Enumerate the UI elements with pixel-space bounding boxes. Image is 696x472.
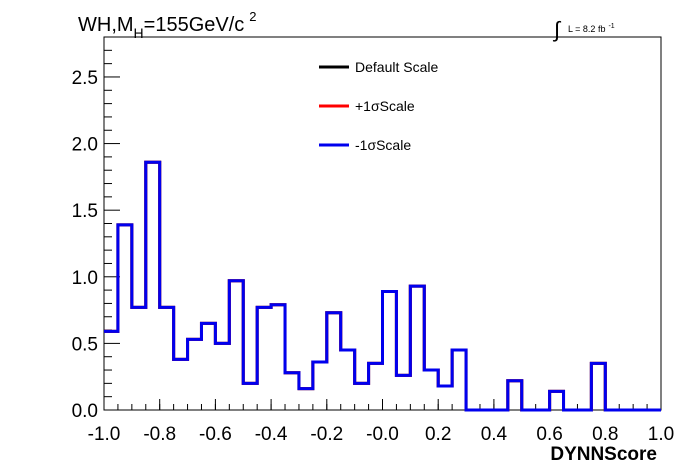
legend-label-minus: -1σScale (355, 137, 411, 153)
luminosity-exponent: -1 (608, 23, 614, 30)
x-tick-label: 0.8 (592, 424, 618, 445)
x-axis-label: DYNNScore (550, 444, 657, 465)
legend-label-default: Default Scale (355, 59, 438, 75)
x-tick-label: 1.0 (648, 424, 674, 445)
integral-symbol: ∫ (552, 17, 562, 42)
legend: Default Scale +1σScale -1σScale (319, 59, 438, 153)
x-tick-label: 0.6 (536, 424, 562, 445)
series-layer (104, 160, 661, 412)
x-tick-label: 0.2 (425, 424, 451, 445)
title-main: =155GeV/c (144, 14, 245, 36)
title-prefix: WH,M (78, 14, 134, 36)
title-subscript: H (134, 25, 144, 41)
title-superscript: 2 (249, 9, 256, 24)
y-tick-label: 1.0 (72, 268, 98, 289)
x-tick-label: -0.6 (199, 424, 232, 445)
y-tick-label: 0.5 (72, 334, 98, 355)
y-tick-label: 0.0 (72, 401, 98, 422)
x-tick-label: -0.0 (366, 424, 399, 445)
axis-ticks: -1.0 -0.8 -0.6 -0.4 -0.2 -0.0 0.2 0.4 0.6 0.8 1.0 0… (72, 49, 674, 445)
x-tick-label: -0.2 (310, 424, 343, 445)
luminosity-label: L = 8.2 fb -1 (568, 23, 615, 34)
series-line-1 (104, 160, 661, 412)
chart-title: WH,MH=155GeV/c 2 (78, 9, 257, 41)
x-tick-label: -0.8 (143, 424, 176, 445)
series-line-2 (104, 160, 661, 412)
y-tick-label: 2.5 (72, 68, 98, 89)
series-line-0 (104, 160, 661, 412)
legend-label-plus: +1σScale (355, 98, 415, 114)
luminosity-text: L = 8.2 fb (568, 24, 605, 34)
x-tick-label: -0.4 (255, 424, 288, 445)
y-tick-label: 1.5 (72, 201, 98, 222)
x-tick-label: -1.0 (88, 424, 121, 445)
y-tick-label: 2.0 (72, 135, 98, 156)
x-tick-label: 0.4 (481, 424, 508, 445)
